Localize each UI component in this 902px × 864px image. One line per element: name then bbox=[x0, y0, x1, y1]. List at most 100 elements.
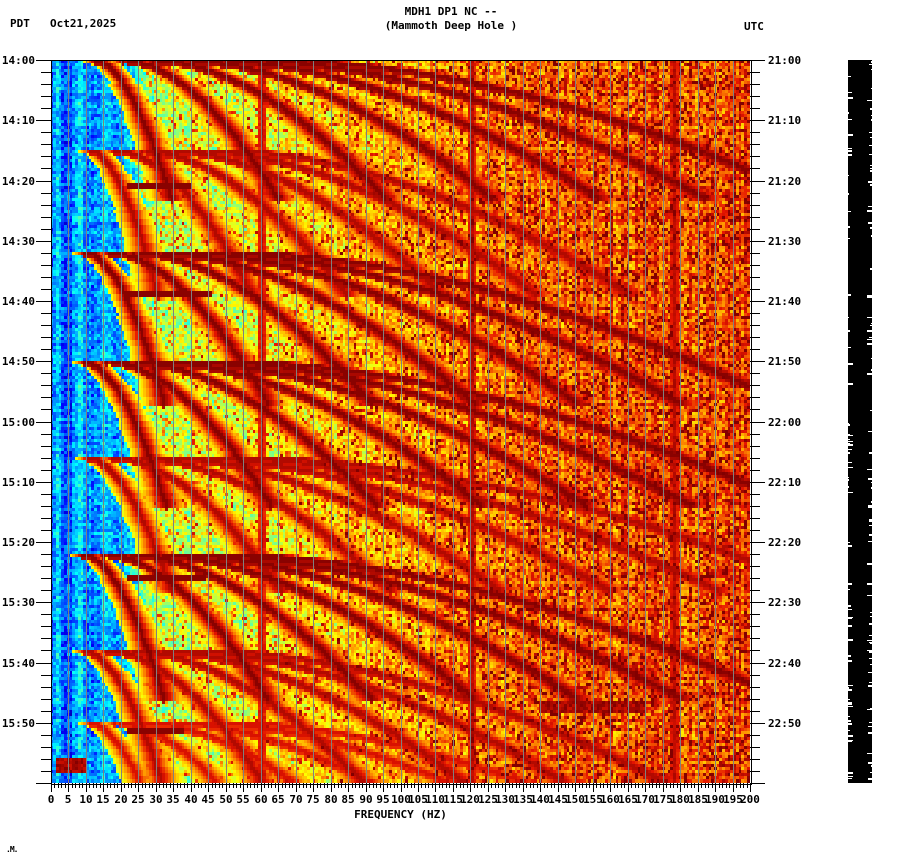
x-tick-label: 115 bbox=[443, 793, 463, 806]
y-left-minor-tick bbox=[41, 458, 51, 459]
trace-notch bbox=[848, 119, 852, 120]
y-right-minor-tick bbox=[750, 759, 760, 760]
y-right-minor-tick bbox=[750, 397, 760, 398]
y-right-minor-tick bbox=[750, 217, 760, 218]
trace-notch bbox=[848, 175, 849, 176]
x-minor-tick bbox=[285, 783, 286, 788]
trace-notch bbox=[848, 660, 852, 662]
y-right-minor-tick bbox=[750, 96, 760, 97]
x-minor-tick bbox=[187, 783, 188, 788]
x-minor-tick bbox=[460, 783, 461, 788]
x-minor-tick bbox=[254, 783, 255, 788]
spectrogram-plot[interactable] bbox=[51, 60, 752, 785]
y-left-minor-tick bbox=[41, 494, 51, 495]
x-minor-tick bbox=[484, 783, 485, 788]
x-minor-tick bbox=[303, 783, 304, 788]
x-minor-tick bbox=[310, 783, 311, 788]
y-right-major-tick bbox=[750, 422, 765, 423]
x-minor-tick bbox=[334, 783, 335, 788]
x-minor-tick bbox=[533, 783, 534, 788]
station-title: MDH1 DP1 NC -- bbox=[404, 5, 498, 18]
x-tick-label: 40 bbox=[184, 793, 198, 806]
x-minor-tick bbox=[474, 783, 475, 788]
y-left-major-tick bbox=[36, 723, 51, 724]
trace-notch bbox=[848, 444, 853, 445]
x-major-tick bbox=[191, 783, 192, 792]
trace-notch bbox=[868, 478, 872, 480]
x-minor-tick bbox=[551, 783, 552, 788]
trace-notch bbox=[870, 410, 872, 411]
y-right-minor-tick bbox=[750, 205, 760, 206]
y-left-minor-tick bbox=[41, 349, 51, 350]
y-left-minor-tick bbox=[41, 518, 51, 519]
trace-notch bbox=[848, 625, 852, 627]
trace-notch bbox=[848, 452, 850, 454]
y-right-minor-tick bbox=[750, 747, 760, 748]
x-major-tick bbox=[628, 783, 629, 792]
trace-notch bbox=[867, 563, 872, 565]
y-left-minor-tick bbox=[41, 614, 51, 615]
x-minor-tick bbox=[600, 783, 601, 788]
trace-notch bbox=[870, 643, 872, 644]
y-right-minor-tick bbox=[750, 530, 760, 531]
y-right-major-tick bbox=[750, 723, 765, 724]
trace-notch bbox=[867, 339, 872, 340]
x-major-tick bbox=[470, 783, 471, 792]
x-minor-tick bbox=[561, 783, 562, 788]
x-minor-tick bbox=[222, 783, 223, 788]
y-left-minor-tick bbox=[41, 337, 51, 338]
x-minor-tick bbox=[586, 783, 587, 788]
x-minor-tick bbox=[530, 783, 531, 788]
x-major-tick bbox=[453, 783, 454, 792]
x-minor-tick bbox=[736, 783, 737, 788]
trace-notch bbox=[867, 343, 872, 345]
spectrogram-canvas[interactable] bbox=[51, 60, 750, 783]
trace-notch bbox=[848, 702, 852, 704]
y-right-minor-tick bbox=[750, 650, 760, 651]
y-left-minor-tick bbox=[41, 638, 51, 639]
trace-notch bbox=[848, 492, 853, 493]
x-minor-tick bbox=[79, 783, 80, 788]
x-minor-tick bbox=[58, 783, 59, 788]
y-left-minor-tick bbox=[41, 96, 51, 97]
x-minor-tick bbox=[719, 783, 720, 788]
trace-notch bbox=[848, 150, 852, 152]
x-minor-tick bbox=[201, 783, 202, 788]
x-minor-tick bbox=[694, 783, 695, 788]
trace-notch bbox=[848, 486, 849, 488]
y-left-minor-tick bbox=[41, 132, 51, 133]
trace-notch bbox=[848, 720, 851, 722]
trace-notch bbox=[848, 439, 850, 440]
x-minor-tick bbox=[180, 783, 181, 788]
x-tick-label: 150 bbox=[565, 793, 585, 806]
x-minor-tick bbox=[306, 783, 307, 788]
y-right-minor-tick bbox=[750, 373, 760, 374]
y-left-tick-label: 15:10 bbox=[1, 476, 35, 489]
x-tick-label: 55 bbox=[236, 793, 250, 806]
y-left-minor-tick bbox=[41, 385, 51, 386]
x-minor-tick bbox=[184, 783, 185, 788]
trace-notch bbox=[869, 154, 872, 155]
x-tick-label: 65 bbox=[271, 793, 285, 806]
x-minor-tick bbox=[145, 783, 146, 788]
trace-notch bbox=[868, 222, 872, 224]
y-right-minor-tick bbox=[750, 313, 760, 314]
trace-notch bbox=[869, 64, 872, 65]
trace-notch bbox=[870, 325, 872, 326]
trace-notch bbox=[848, 477, 849, 478]
trace-notch bbox=[870, 772, 872, 773]
trace-notch bbox=[869, 753, 872, 754]
y-right-minor-tick bbox=[750, 578, 760, 579]
x-major-tick bbox=[348, 783, 349, 792]
x-minor-tick bbox=[565, 783, 566, 788]
x-minor-tick bbox=[740, 783, 741, 788]
x-minor-tick bbox=[509, 783, 510, 788]
y-right-minor-tick bbox=[750, 108, 760, 109]
x-tick-label: 160 bbox=[600, 793, 620, 806]
y-left-minor-tick bbox=[41, 771, 51, 772]
y-right-minor-tick bbox=[750, 470, 760, 471]
trace-notch bbox=[848, 424, 850, 426]
y-left-major-tick bbox=[36, 301, 51, 302]
trace-notch bbox=[870, 108, 872, 110]
y-right-major-tick bbox=[750, 181, 765, 182]
